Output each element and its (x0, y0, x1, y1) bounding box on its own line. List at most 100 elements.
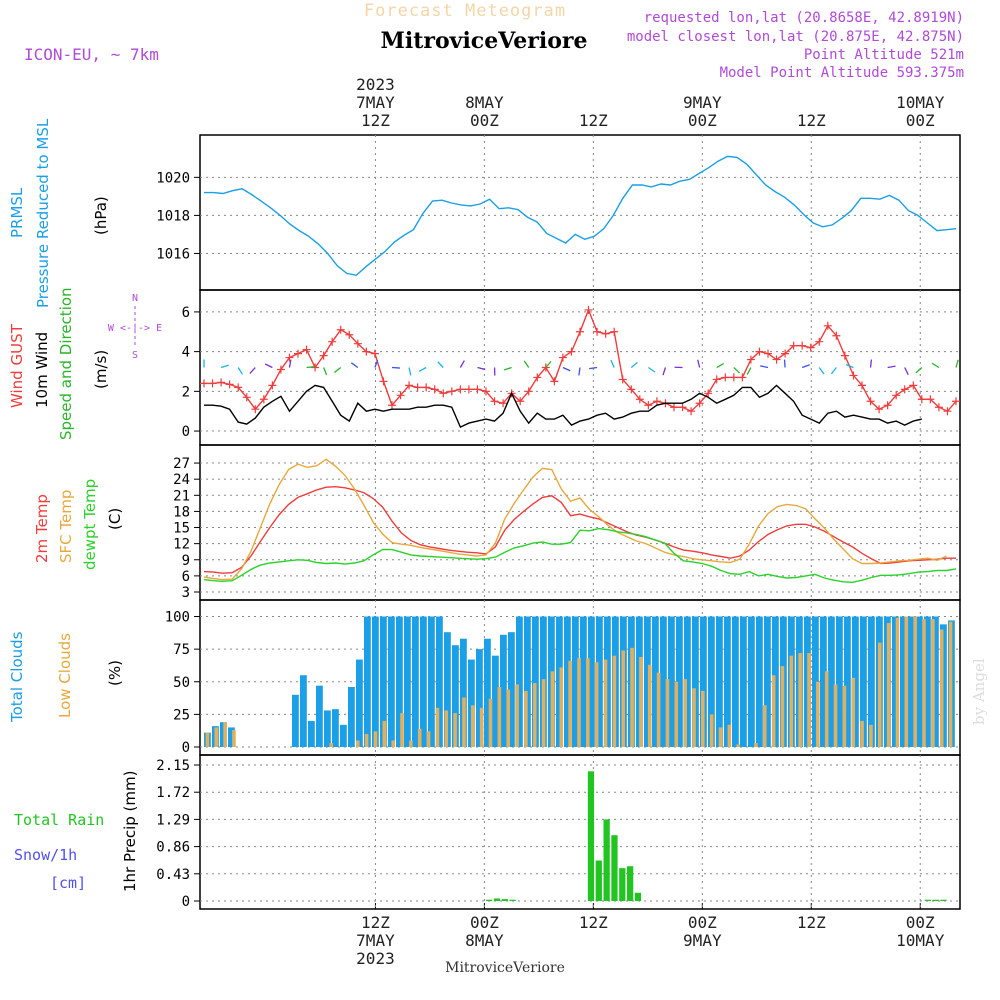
wind-gust-label: Wind GUST (8, 323, 26, 408)
low-cloud-bar (488, 698, 493, 747)
total-cloud-bar (572, 616, 579, 747)
gust-marker (430, 385, 439, 394)
low-cloud-bar (621, 650, 626, 747)
gust-marker (456, 385, 465, 394)
gust-marker (422, 383, 431, 392)
low-cloud-bar (824, 671, 829, 747)
y-tick-label: 24 (173, 472, 190, 488)
total-cloud-bar (812, 616, 819, 747)
top-tick-label: 10MAY (896, 93, 945, 112)
gust-marker (576, 327, 584, 336)
gust-marker (772, 355, 781, 364)
total-cloud-bar (692, 616, 699, 747)
total-cloud-bar (372, 616, 379, 747)
low-cloud-bar (568, 660, 572, 747)
wind-direction-arrow (716, 362, 724, 369)
footer-location: MitroviceVeriore (445, 960, 565, 976)
y-tick-label: 12 (173, 537, 190, 553)
low-cloud-bar (329, 743, 334, 747)
low-cloud-bar (462, 697, 466, 747)
low-cloud-bar (789, 655, 794, 747)
wind-direction-arrow (630, 361, 638, 369)
gust-marker (413, 383, 422, 392)
gust-marker (567, 347, 576, 356)
low-cloud-bar (639, 656, 643, 747)
model-label: ICON-EU, ~ 7km (24, 45, 159, 64)
total-cloud-bar (708, 616, 715, 747)
gust-marker (234, 383, 243, 392)
low-cloud-bar (373, 731, 378, 747)
wind-direction-arrow (350, 362, 359, 369)
gust-marker (217, 378, 226, 387)
low-cloud-bar (586, 658, 590, 747)
total-cloud-bar (596, 616, 603, 747)
top-tick-label: 00Z (906, 111, 935, 130)
wind-direction-arrow (220, 364, 229, 369)
point-altitude: Point Altitude 521m (804, 47, 964, 63)
low-cloud-bar (426, 731, 431, 747)
low-cloud-bar (895, 617, 900, 747)
total-cloud-bar (324, 710, 331, 747)
total-cloud-bar (724, 616, 731, 747)
low-cloud-bar (674, 681, 679, 747)
compass-s: S (132, 350, 138, 361)
compass-n: N (132, 293, 138, 304)
total-cloud-bar (388, 616, 395, 747)
total-cloud-bar (652, 616, 659, 747)
total-cloud-bar (444, 632, 451, 747)
low-cloud-bar (709, 714, 714, 747)
y-tick-label: 1.29 (156, 812, 190, 828)
precip-unit-label: 1hr Precip (mm) (121, 771, 139, 892)
closest-coords: model closest lon,lat (20.875E, 42.875N) (627, 29, 964, 45)
total-cloud-bar (756, 616, 763, 747)
low-cloud-bar (630, 647, 634, 747)
total-cloud-bar (820, 616, 827, 747)
gust-marker (464, 385, 473, 394)
gust-marker (319, 351, 328, 360)
rain-bar (595, 860, 602, 901)
gust-marker (482, 387, 490, 396)
total-cloud-bar (588, 616, 595, 747)
pressure-panel: 1016 1018 1020 (156, 134, 961, 291)
gust-marker (900, 385, 909, 394)
bottom-tick-label: 00Z (470, 913, 499, 932)
low-cloud-bar (886, 623, 891, 747)
low-cloud-bar (577, 658, 581, 747)
low-cloud-bar (913, 616, 917, 747)
low-cloud-bar (497, 686, 502, 747)
gust-marker (712, 375, 721, 384)
total-cloud-bar (556, 616, 563, 747)
total-cloud-bar (844, 616, 851, 747)
snow-label: Snow/1h (14, 846, 77, 864)
low-cloud-bar (922, 619, 926, 747)
gust-marker (678, 403, 687, 412)
top-tick-label: 7MAY (356, 93, 395, 112)
total-cloud-bar (476, 649, 483, 747)
wind-direction-arrow (459, 360, 465, 368)
total-cloud-bar (668, 616, 675, 747)
wind-direction-arrow (334, 366, 342, 373)
total-cloud-bar (420, 616, 427, 747)
requested-coords: requested lon,lat (20.8658E, 42.8919N) (644, 10, 964, 26)
gust-marker (396, 391, 405, 400)
wind-direction-arrow (818, 367, 825, 375)
gust-marker (858, 381, 866, 390)
gust-marker (405, 381, 414, 390)
total-cloud-bar (300, 675, 307, 747)
gust-marker (610, 327, 619, 336)
bottom-tick-label: 7MAY (356, 931, 395, 950)
low-cloud-bar (391, 740, 395, 747)
gust-marker (764, 349, 772, 358)
top-tick-label: 00Z (470, 111, 499, 130)
gust-marker (353, 339, 362, 348)
gust-marker (285, 353, 294, 362)
gust-marker (593, 327, 602, 336)
wind-direction-arrow (306, 366, 315, 369)
model-altitude: Model Point Altitude 593.375m (720, 65, 964, 81)
total-cloud-bar (292, 694, 299, 747)
low-cloud-bar (603, 659, 608, 747)
wind-direction-arrow (662, 367, 667, 376)
y-tick-label: 6 (182, 569, 190, 585)
low-cloud-bar (904, 616, 909, 747)
